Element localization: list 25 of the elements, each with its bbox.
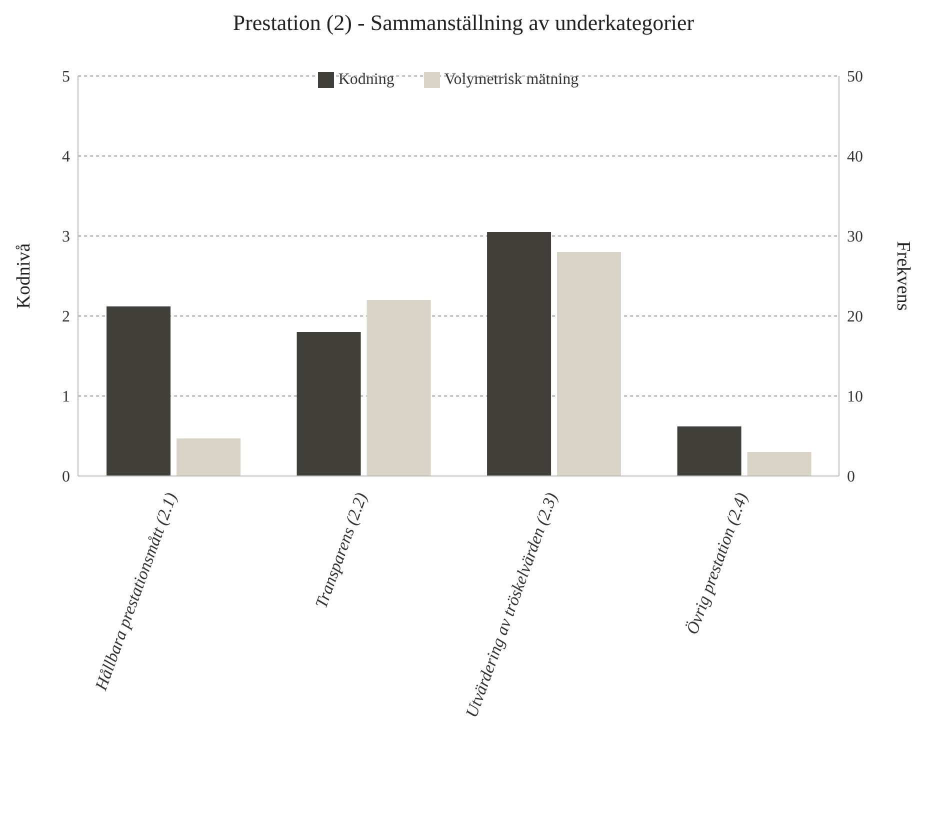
y2-tick-label: 10	[847, 388, 863, 406]
bar	[176, 438, 241, 476]
y-tick-label: 1	[62, 388, 70, 406]
y-tick-label: 0	[62, 468, 70, 486]
bar	[557, 252, 622, 476]
y2-tick-label: 20	[847, 308, 863, 326]
bar	[487, 232, 552, 476]
y2-axis-title: Frekvens	[892, 241, 914, 311]
y2-tick-label: 40	[847, 148, 863, 166]
bar	[106, 306, 171, 476]
legend-label: Kodning	[338, 71, 394, 88]
chart-title: Prestation (2) - Sammanställning av underkategorier	[232, 10, 696, 36]
bar	[747, 452, 812, 476]
bar	[296, 332, 361, 476]
bar	[366, 300, 431, 476]
legend-label: Volymetrisk mätning	[444, 71, 579, 88]
y2-tick-label: 30	[847, 228, 863, 246]
y-tick-label: 5	[62, 68, 70, 86]
y-tick-label: 2	[62, 308, 70, 326]
y2-tick-label: 0	[847, 468, 855, 486]
y-tick-label: 3	[62, 228, 70, 246]
y-axis-title: Kodnivå	[14, 242, 35, 309]
y-tick-label: 4	[62, 148, 70, 166]
y2-tick-label: 50	[847, 68, 863, 86]
bar	[677, 426, 742, 476]
